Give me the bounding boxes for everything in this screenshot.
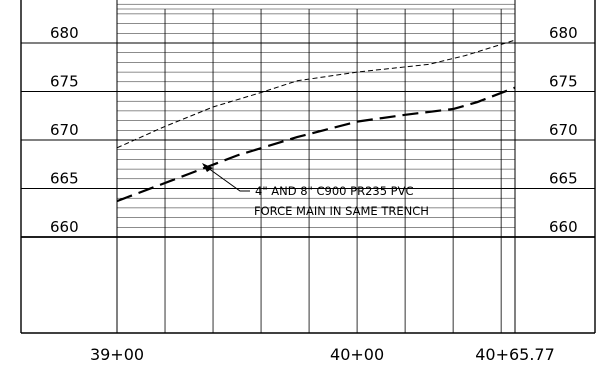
elevation-label-right: 680 xyxy=(549,24,578,42)
station-label: 40+65.77 xyxy=(475,345,555,364)
station-labels: 39+00 40+00 40+65.77 xyxy=(90,345,555,364)
elevation-label-left: 670 xyxy=(50,121,79,139)
note-leader xyxy=(202,163,250,192)
elevation-label-left: 665 xyxy=(50,170,79,188)
elevation-label-right: 675 xyxy=(549,73,578,91)
leader-arrowhead xyxy=(202,163,213,172)
station-lines xyxy=(116,0,516,333)
station-label: 40+00 xyxy=(330,345,384,364)
elevation-labels-right: 680 675 670 665 660 xyxy=(549,24,578,236)
minor-grid xyxy=(117,3,515,228)
elevation-labels-left: 680 675 670 665 660 xyxy=(50,24,79,236)
elevation-label-right: 670 xyxy=(549,121,578,139)
existing-ground-profile xyxy=(116,39,516,149)
elevation-label-left: 680 xyxy=(50,24,79,42)
station-label: 39+00 xyxy=(90,345,144,364)
note-line-1: 4" AND 8" C900 PR235 PVC xyxy=(255,184,414,198)
frame xyxy=(20,0,596,334)
note-line-2: FORCE MAIN IN SAME TRENCH xyxy=(254,204,429,218)
elevation-label-left: 660 xyxy=(50,218,79,236)
leader-line xyxy=(207,167,250,192)
elevation-label-right: 665 xyxy=(549,170,578,188)
elevation-label-left: 675 xyxy=(50,73,79,91)
elevation-label-right: 660 xyxy=(549,218,578,236)
